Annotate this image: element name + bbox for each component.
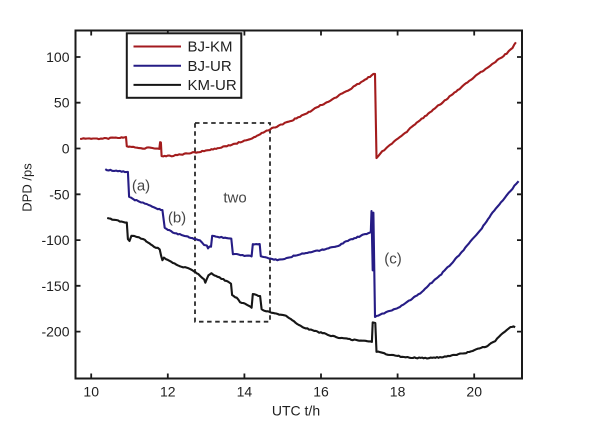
svg-text:14: 14 — [237, 384, 253, 400]
svg-text:-200: -200 — [41, 324, 69, 340]
svg-text:50: 50 — [54, 95, 70, 111]
svg-text:-50: -50 — [49, 186, 69, 202]
svg-text:UTC t/h: UTC t/h — [272, 403, 320, 419]
svg-text:(c): (c) — [384, 251, 402, 268]
svg-text:DPD /ps: DPD /ps — [20, 163, 35, 212]
svg-text:16: 16 — [313, 384, 329, 400]
svg-text:10: 10 — [83, 384, 99, 400]
svg-text:-150: -150 — [41, 278, 69, 294]
svg-text:18: 18 — [390, 384, 406, 400]
svg-text:KM-UR: KM-UR — [188, 77, 237, 94]
svg-text:12: 12 — [160, 384, 176, 400]
svg-text:-100: -100 — [41, 232, 69, 248]
svg-text:20: 20 — [466, 384, 482, 400]
svg-text:(a): (a) — [132, 178, 150, 195]
svg-text:(b): (b) — [168, 210, 186, 227]
svg-text:0: 0 — [62, 141, 70, 157]
svg-text:BJ-KM: BJ-KM — [188, 39, 233, 56]
svg-text:BJ-UR: BJ-UR — [188, 58, 232, 75]
svg-text:100: 100 — [46, 49, 70, 65]
svg-text:two: two — [223, 190, 246, 207]
